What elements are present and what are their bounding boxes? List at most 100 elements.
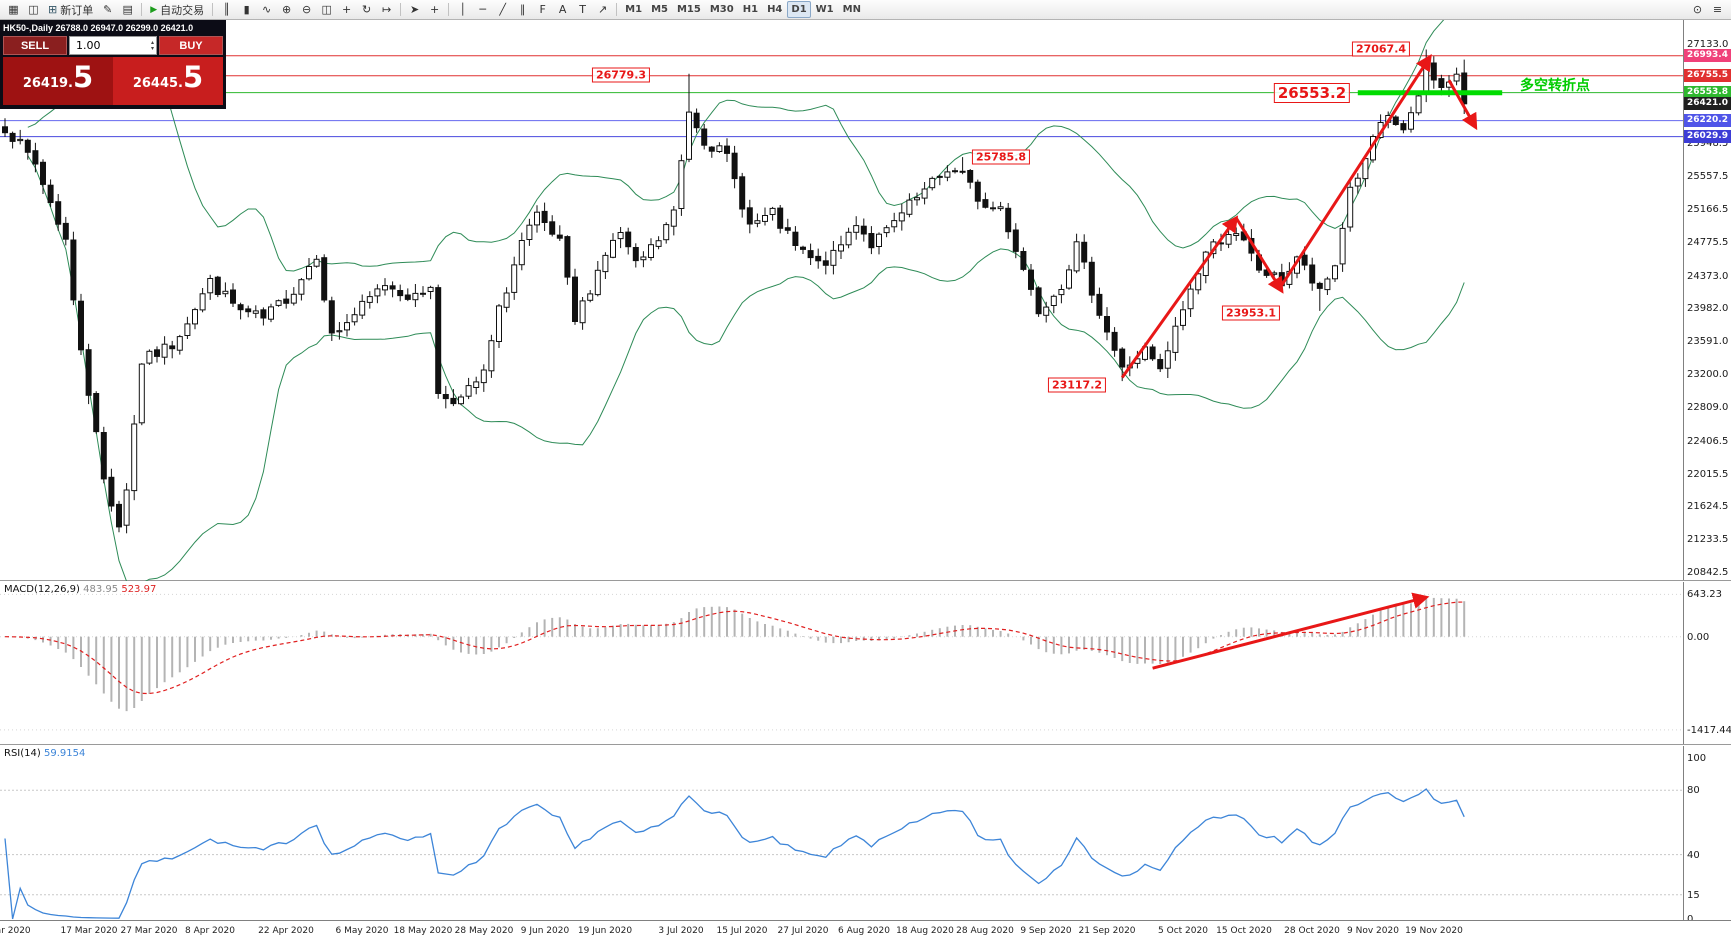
macd-tick: 0.00 <box>1687 632 1710 643</box>
date-tick: 27 Jul 2020 <box>777 926 829 936</box>
rsi-label: RSI(14) 59.9154 <box>4 748 85 759</box>
price-tick: 27133.0 <box>1687 39 1729 50</box>
price-tick: 25948.5 <box>1687 138 1729 149</box>
toolbar-separator <box>212 3 214 16</box>
line-chart-icon[interactable]: ∿ <box>262 3 272 16</box>
volume-input[interactable]: 1.00 ▴ ▾ <box>69 36 157 55</box>
date-tick: 28 Aug 2020 <box>956 926 1014 936</box>
rsi-tick: 0 <box>1687 914 1693 925</box>
macd-panel[interactable]: MACD(12,26,9) 483.95 523.97 643.23 0.00 -1… <box>0 582 1731 745</box>
crosshair-icon[interactable]: + <box>430 3 440 16</box>
macd-label: MACD(12,26,9) 483.95 523.97 <box>4 584 156 595</box>
date-tick: 3 Jul 2020 <box>658 926 704 936</box>
text-label-icon[interactable]: T <box>579 3 586 16</box>
fibonacci-icon[interactable]: F <box>539 3 546 16</box>
timeframe-m5[interactable]: M5 <box>651 4 668 15</box>
price-tick: 24775.5 <box>1687 237 1729 248</box>
price-level-label: 27067.4 <box>1351 41 1411 57</box>
price-tick: 25557.5 <box>1687 171 1729 182</box>
rsi-name: RSI(14) <box>4 748 41 759</box>
candlestick-chart-icon[interactable]: ▮ <box>243 3 250 16</box>
macd-chart <box>0 592 1683 731</box>
timeframe-h4[interactable]: H4 <box>767 4 783 15</box>
autotrading-play-icon: ▶ <box>150 4 158 15</box>
profiles-icon[interactable]: ◫ <box>28 3 39 16</box>
cursor-icon[interactable]: ➤ <box>410 3 420 16</box>
price-badge: 26220.2 <box>1684 114 1731 127</box>
date-tick: 6 Aug 2020 <box>838 926 890 936</box>
date-tick: 8 Apr 2020 <box>185 926 235 936</box>
text-icon[interactable]: A <box>558 3 567 16</box>
price-level-label: 26553.2 <box>1273 83 1351 103</box>
terminal-icon[interactable]: ▤ <box>122 3 133 16</box>
new-order-button[interactable]: ⊞ 新订单 <box>44 1 97 18</box>
sell-button[interactable]: SELL <box>3 36 67 55</box>
price-tick: 25166.5 <box>1687 204 1729 215</box>
toolbar-separator <box>141 3 143 16</box>
timeframe-m1[interactable]: M1 <box>625 4 643 15</box>
price-axis[interactable]: 27133.0 25948.5 25557.5 25166.5 24775.5 24373… <box>1683 20 1731 580</box>
rsi-chart <box>0 788 1683 920</box>
price-tick: 21233.5 <box>1687 534 1729 545</box>
search-icon[interactable]: ⊙ <box>1692 3 1703 16</box>
vertical-line-icon[interactable]: │ <box>459 3 466 16</box>
arrows-icon[interactable]: ↗ <box>598 3 608 16</box>
sell-price[interactable]: 26419. 5 <box>3 57 113 105</box>
add-indicator-icon[interactable]: + <box>342 3 352 16</box>
rsi-axis[interactable]: 100 80 40 15 0 <box>1683 746 1731 925</box>
autotrading-button[interactable]: ▶ 自动交易 <box>146 1 208 18</box>
toolbar-separator <box>400 3 402 16</box>
auto-scroll-icon[interactable]: ↻ <box>362 3 372 16</box>
price-tick: 22015.5 <box>1687 469 1729 480</box>
price-tick: 20842.5 <box>1687 567 1729 578</box>
timeframe-mn[interactable]: MN <box>842 4 861 15</box>
date-tick: 2 Mar 2020 <box>0 926 31 936</box>
macd-signal-value: 523.97 <box>121 584 157 595</box>
bar-chart-icon[interactable]: ║ <box>223 3 230 16</box>
date-tick: 5 Oct 2020 <box>1158 926 1208 936</box>
date-tick: 9 Sep 2020 <box>1020 926 1072 936</box>
chart-window-icon[interactable]: ▦ <box>8 3 19 16</box>
zoom-in-icon[interactable]: ⊕ <box>282 3 292 16</box>
candlestick-chart <box>0 20 1683 581</box>
rsi-panel[interactable]: RSI(14) 59.9154 100 80 40 15 0 <box>0 746 1731 925</box>
timeframe-m15[interactable]: M15 <box>676 4 701 15</box>
price-badge: 26993.4 <box>1684 49 1731 62</box>
turning-point-label: 多空转折点 <box>1520 78 1590 94</box>
buy-button[interactable]: BUY <box>159 36 223 55</box>
tile-windows-icon[interactable]: ◫ <box>321 3 332 16</box>
macd-tick: -1417.44 <box>1687 725 1731 736</box>
macd-axis[interactable]: 643.23 0.00 -1417.44 <box>1683 582 1731 744</box>
rsi-tick: 15 <box>1687 890 1700 901</box>
menu-icon[interactable]: ≡ <box>1712 3 1723 16</box>
toolbar-separator <box>616 3 618 16</box>
price-chart-panel[interactable]: 26779.3 27067.4 26553.2 25785.8 23953.1 23117… <box>0 20 1731 581</box>
timeframe-w1[interactable]: W1 <box>815 4 834 15</box>
timeframe-d1[interactable]: D1 <box>787 1 811 18</box>
channel-icon[interactable]: ∥ <box>519 3 526 16</box>
chart-shift-icon[interactable]: ↦ <box>382 3 392 16</box>
autotrading-label: 自动交易 <box>160 3 205 17</box>
price-tick: 21624.5 <box>1687 501 1729 512</box>
price-tick: 23200.0 <box>1687 369 1729 380</box>
price-level-label: 25785.8 <box>971 149 1031 165</box>
horizontal-line-icon[interactable]: ─ <box>479 3 486 16</box>
macd-name: MACD(12,26,9) <box>4 584 80 595</box>
timeframe-h1[interactable]: H1 <box>742 4 759 15</box>
zoom-out-icon[interactable]: ⊖ <box>302 3 312 16</box>
volume-value: 1.00 <box>76 39 101 52</box>
timeframe-m30[interactable]: M30 <box>709 4 734 15</box>
price-tick: 22809.0 <box>1687 402 1729 413</box>
volume-up-button[interactable]: ▴ <box>150 38 154 46</box>
price-tick: 23982.0 <box>1687 303 1729 314</box>
date-tick: 21 Sep 2020 <box>1078 926 1136 936</box>
trendline-icon[interactable]: ╱ <box>499 3 506 16</box>
chart-area: 26779.3 27067.4 26553.2 25785.8 23953.1 23117… <box>0 20 1731 943</box>
date-tick: 28 May 2020 <box>454 926 514 936</box>
volume-down-button[interactable]: ▾ <box>150 44 154 52</box>
buy-price[interactable]: 26445. 5 <box>113 57 223 105</box>
date-tick: 15 Jul 2020 <box>716 926 768 936</box>
metaeditor-icon[interactable]: ✎ <box>103 3 113 16</box>
